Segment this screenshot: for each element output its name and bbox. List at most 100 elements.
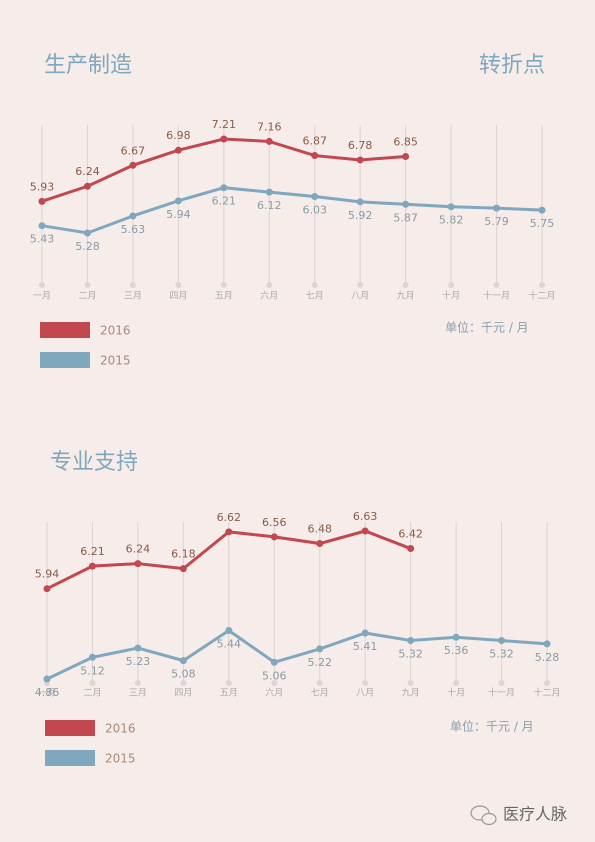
series-line bbox=[46, 628, 548, 681]
x-tick-label: 五月 bbox=[215, 291, 233, 302]
point bbox=[356, 198, 364, 206]
x-tick-label: 八月 bbox=[356, 688, 374, 699]
value-label: 6.98 bbox=[166, 129, 191, 142]
point bbox=[38, 197, 46, 205]
axis-dot bbox=[175, 282, 182, 288]
axis-dot bbox=[493, 282, 500, 288]
axis-dot bbox=[266, 282, 273, 288]
value-label: 6.48 bbox=[307, 523, 332, 536]
axis-dot bbox=[39, 282, 45, 288]
value-label: 7.16 bbox=[257, 120, 282, 133]
axis-dot bbox=[134, 680, 141, 686]
series-line bbox=[41, 186, 543, 235]
value-label: 6.63 bbox=[353, 510, 378, 523]
legend-swatch bbox=[40, 352, 90, 368]
x-tick-label: 二月 bbox=[78, 291, 96, 302]
point bbox=[493, 204, 501, 212]
point bbox=[356, 156, 364, 164]
x-tick-label: 十月 bbox=[442, 290, 460, 302]
point bbox=[38, 222, 46, 230]
x-tick-label: 六月 bbox=[265, 687, 283, 699]
point bbox=[538, 206, 546, 214]
point bbox=[311, 192, 319, 200]
axis-dot bbox=[453, 680, 460, 686]
point bbox=[402, 200, 410, 208]
point bbox=[134, 644, 142, 652]
value-label: 6.24 bbox=[126, 543, 151, 556]
point bbox=[402, 153, 410, 161]
x-tick-label: 四月 bbox=[174, 688, 192, 699]
point bbox=[361, 527, 369, 535]
value-label: 5.32 bbox=[489, 648, 514, 661]
value-label: 6.67 bbox=[121, 144, 146, 157]
value-label: 5.92 bbox=[348, 209, 373, 222]
x-tick-label: 十二月 bbox=[533, 687, 560, 699]
point bbox=[83, 229, 91, 237]
point bbox=[174, 146, 182, 154]
x-tick-label: 一月 bbox=[33, 291, 51, 302]
point bbox=[225, 528, 233, 536]
x-tick-label: 十一月 bbox=[488, 687, 515, 699]
point bbox=[88, 653, 96, 661]
value-label: 5.63 bbox=[121, 223, 146, 236]
x-tick-label: 十一月 bbox=[483, 290, 510, 302]
value-label: 6.56 bbox=[262, 516, 287, 529]
value-label: 6.18 bbox=[171, 548, 196, 561]
axis-dot bbox=[271, 680, 278, 686]
x-tick-label: 三月 bbox=[129, 688, 147, 699]
axis-dot bbox=[357, 282, 364, 288]
point bbox=[543, 640, 551, 648]
point bbox=[179, 565, 187, 573]
chart-title: 生产制造 bbox=[44, 53, 132, 78]
point bbox=[270, 658, 278, 666]
point bbox=[225, 627, 233, 635]
point bbox=[361, 629, 369, 637]
axis-dot bbox=[84, 282, 91, 288]
legend-label: 2016 bbox=[105, 722, 136, 736]
value-label: 5.79 bbox=[484, 215, 509, 228]
point bbox=[174, 197, 182, 205]
point bbox=[220, 184, 228, 192]
chart-title: 专业支持 bbox=[50, 450, 138, 475]
watermark-icon bbox=[470, 805, 497, 826]
value-label: 5.12 bbox=[80, 664, 105, 677]
axis-dot bbox=[362, 680, 369, 686]
value-label: 5.82 bbox=[439, 214, 464, 227]
axis-dot bbox=[498, 680, 505, 686]
value-label: 5.44 bbox=[217, 638, 242, 651]
value-label: 6.21 bbox=[80, 545, 105, 558]
point bbox=[316, 645, 324, 653]
value-label: 4.86 bbox=[35, 686, 60, 699]
axis-dot bbox=[402, 282, 409, 288]
value-label: 6.85 bbox=[393, 136, 418, 149]
point bbox=[265, 137, 273, 145]
value-label: 5.06 bbox=[262, 669, 287, 682]
value-label: 5.94 bbox=[35, 568, 60, 581]
x-tick-label: 二月 bbox=[83, 688, 101, 699]
value-label: 5.93 bbox=[30, 180, 55, 193]
x-tick-label: 九月 bbox=[402, 688, 420, 699]
point bbox=[498, 637, 506, 645]
legend-swatch bbox=[45, 750, 95, 766]
point bbox=[265, 188, 273, 196]
point bbox=[270, 533, 278, 541]
point bbox=[447, 203, 455, 211]
point bbox=[407, 637, 415, 645]
x-tick-label: 一月 bbox=[38, 688, 56, 699]
value-label: 6.62 bbox=[217, 511, 242, 524]
x-tick-label: 八月 bbox=[351, 291, 369, 302]
value-label: 5.43 bbox=[30, 233, 55, 246]
x-tick-label: 十二月 bbox=[528, 290, 555, 302]
annotation: 转折点 bbox=[479, 53, 545, 78]
axis-dot bbox=[129, 282, 136, 288]
point bbox=[43, 585, 51, 593]
value-label: 5.87 bbox=[393, 211, 418, 224]
axis-dot bbox=[225, 680, 232, 686]
value-label: 7.21 bbox=[212, 118, 237, 131]
point bbox=[134, 560, 142, 568]
value-label: 5.22 bbox=[307, 656, 332, 669]
value-label: 5.32 bbox=[398, 648, 423, 661]
axis-dot bbox=[311, 282, 318, 288]
